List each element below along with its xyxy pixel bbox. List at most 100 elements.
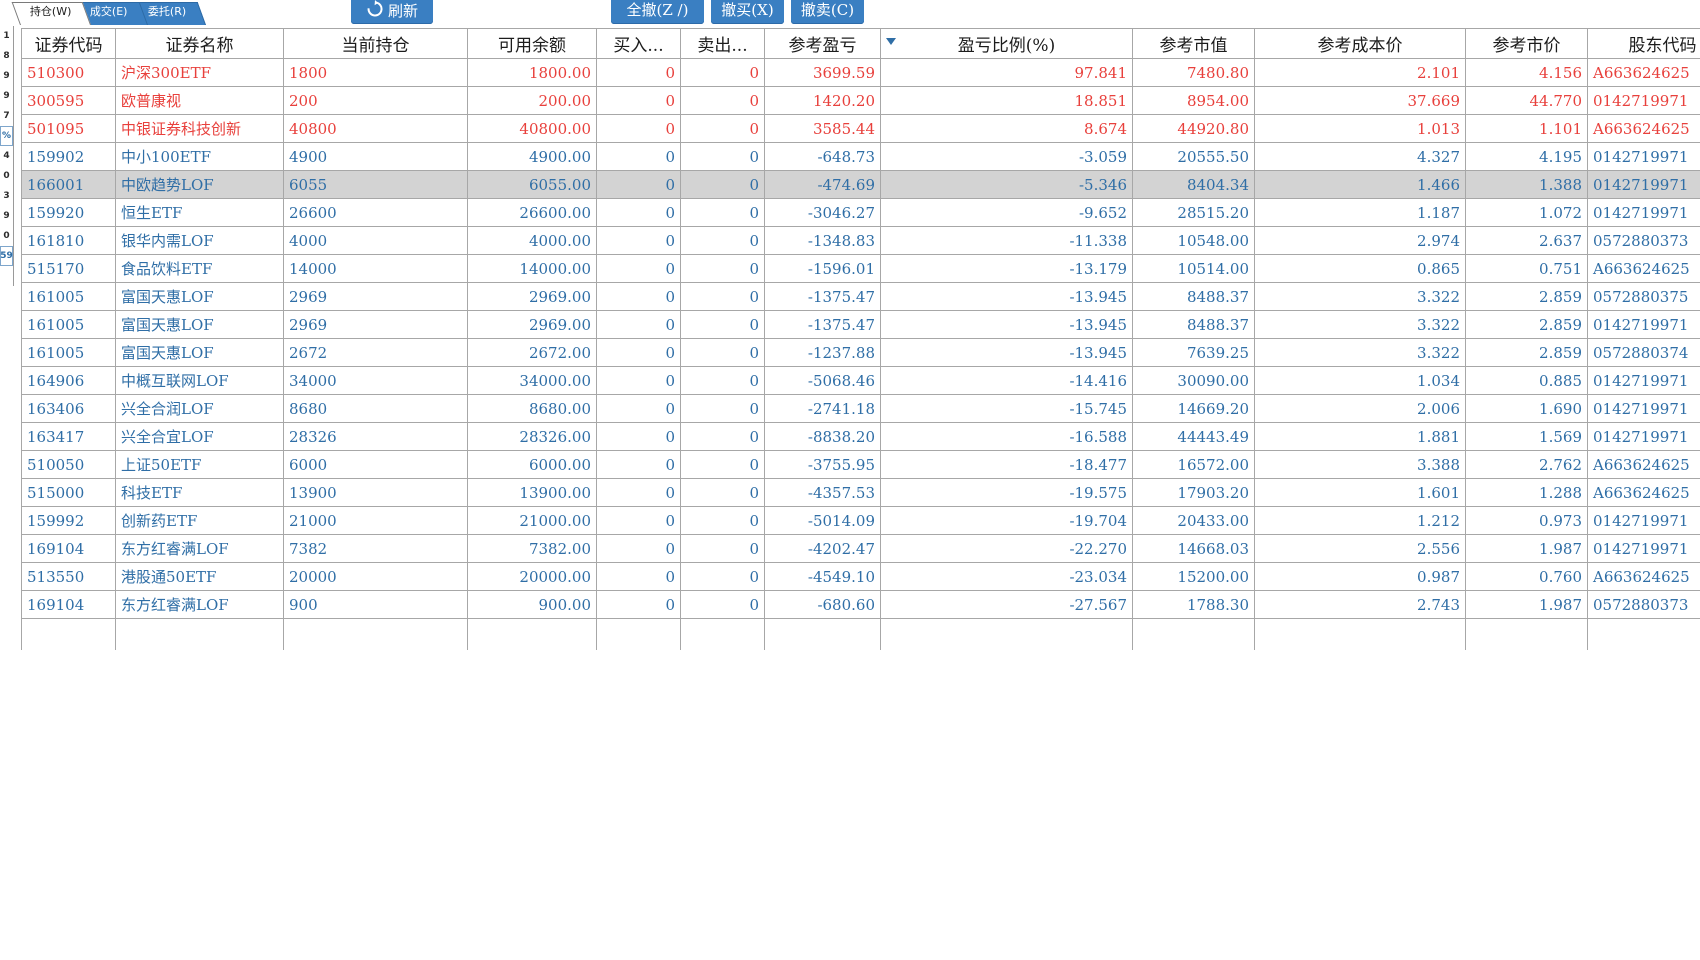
cell-price: 44.770 bbox=[1465, 86, 1588, 115]
cell-mv: 8954.00 bbox=[1132, 86, 1255, 115]
refresh-icon bbox=[366, 0, 384, 24]
col-header-sell[interactable]: 卖出... bbox=[680, 28, 765, 59]
cell-sell: 0 bbox=[680, 366, 765, 395]
table-row[interactable]: 510300 沪深300ETF 1800 1800.00 0 0 3699.59 97.841… bbox=[21, 58, 1700, 87]
cell-name: 科技ETF bbox=[115, 478, 284, 507]
cell-holder: A663624625 bbox=[1587, 254, 1700, 283]
cell-mv: 44443.49 bbox=[1132, 422, 1255, 451]
table-row[interactable]: 164906 中概互联网LOF 34000 34000.00 0 0 -5068.46 -14… bbox=[21, 366, 1700, 395]
cell-price: 0.973 bbox=[1465, 506, 1588, 535]
cell-mv: 28515.20 bbox=[1132, 198, 1255, 227]
cell-hold: 2969 bbox=[283, 282, 468, 311]
cancel-sell-button[interactable]: 撤卖(C) bbox=[791, 0, 864, 24]
empty-cell bbox=[680, 618, 765, 650]
table-row[interactable]: 300595 欧普康视 200 200.00 0 0 1420.20 18.851 8954.0… bbox=[21, 86, 1700, 115]
table-row[interactable]: 166001 中欧趋势LOF 6055 6055.00 0 0 -474.69 -5.346 8… bbox=[21, 170, 1700, 199]
table-row[interactable]: 159920 恒生ETF 26600 26600.00 0 0 -3046.27 -9.652… bbox=[21, 198, 1700, 227]
table-row[interactable]: 161810 银华内需LOF 4000 4000.00 0 0 -1348.83 -11.33… bbox=[21, 226, 1700, 255]
cell-pct: -3.059 bbox=[880, 142, 1133, 171]
col-header-code[interactable]: 证券代码 bbox=[21, 28, 116, 59]
table-row[interactable]: 163417 兴全合宜LOF 28326 28326.00 0 0 -8838.20 -16.… bbox=[21, 422, 1700, 451]
cell-holder: 0142719971 bbox=[1587, 198, 1700, 227]
table-row[interactable]: 510050 上证50ETF 6000 6000.00 0 0 -3755.95 -18.47… bbox=[21, 450, 1700, 479]
cell-cost: 3.322 bbox=[1254, 338, 1466, 367]
table-row[interactable]: 169104 东方红睿满LOF 900 900.00 0 0 -680.60 -27.567 1… bbox=[21, 590, 1700, 619]
strip-cell: 7 bbox=[3, 111, 10, 121]
cell-pct: -9.652 bbox=[880, 198, 1133, 227]
cell-sell: 0 bbox=[680, 394, 765, 423]
cell-buy: 0 bbox=[596, 478, 681, 507]
cell-sell: 0 bbox=[680, 226, 765, 255]
table-row[interactable]: 169104 东方红睿满LOF 7382 7382.00 0 0 -4202.47 -22.2… bbox=[21, 534, 1700, 563]
strip-cell: 3 bbox=[3, 191, 10, 201]
cell-name: 兴全合润LOF bbox=[115, 394, 284, 423]
cell-mv: 10548.00 bbox=[1132, 226, 1255, 255]
cell-code: 163417 bbox=[21, 422, 116, 451]
col-header-market-value[interactable]: 参考市值 bbox=[1132, 28, 1255, 59]
tab-bar: 持仓(W) 成交(E) 委托(R) bbox=[11, 0, 218, 26]
table-row[interactable]: 161005 富国天惠LOF 2969 2969.00 0 0 -1375.47 -13.94… bbox=[21, 282, 1700, 311]
cell-cost: 1.466 bbox=[1254, 170, 1466, 199]
cell-price: 4.156 bbox=[1465, 58, 1588, 87]
cell-pl: -8838.20 bbox=[764, 422, 881, 451]
cell-pl: 1420.20 bbox=[764, 86, 881, 115]
cell-mv: 1788.30 bbox=[1132, 590, 1255, 619]
table-row[interactable]: 159992 创新药ETF 21000 21000.00 0 0 -5014.09 -19.7… bbox=[21, 506, 1700, 535]
strip-cell: % bbox=[0, 126, 13, 146]
cell-price: 2.859 bbox=[1465, 338, 1588, 367]
table-row[interactable]: 159902 中小100ETF 4900 4900.00 0 0 -648.73 -3.059… bbox=[21, 142, 1700, 171]
col-header-available[interactable]: 可用余额 bbox=[467, 28, 597, 59]
tab-holdings[interactable]: 持仓(W) bbox=[11, 2, 92, 25]
cell-price: 4.195 bbox=[1465, 142, 1588, 171]
refresh-button[interactable]: 刷新 bbox=[351, 0, 433, 24]
cell-pct: -11.338 bbox=[880, 226, 1133, 255]
cell-avail: 2969.00 bbox=[467, 282, 597, 311]
col-header-name[interactable]: 证券名称 bbox=[115, 28, 284, 59]
col-header-holder[interactable]: 股东代码 bbox=[1587, 28, 1700, 59]
cell-holder: 0142719971 bbox=[1587, 506, 1700, 535]
cell-sell: 0 bbox=[680, 422, 765, 451]
col-header-pl-ratio[interactable]: 盈亏比例(%) bbox=[880, 28, 1133, 59]
refresh-label: 刷新 bbox=[387, 2, 418, 20]
cell-code: 166001 bbox=[21, 170, 116, 199]
cell-cost: 1.881 bbox=[1254, 422, 1466, 451]
col-header-holding[interactable]: 当前持仓 bbox=[283, 28, 468, 59]
cell-pl: -1375.47 bbox=[764, 310, 881, 339]
cell-pct: -14.416 bbox=[880, 366, 1133, 395]
cell-avail: 20000.00 bbox=[467, 562, 597, 591]
col-header-cost[interactable]: 参考成本价 bbox=[1254, 28, 1466, 59]
cell-holder: 0142719971 bbox=[1587, 86, 1700, 115]
cancel-buy-button[interactable]: 撤买(X) bbox=[711, 0, 784, 24]
cell-pl: -648.73 bbox=[764, 142, 881, 171]
cell-buy: 0 bbox=[596, 366, 681, 395]
col-header-buy[interactable]: 买入... bbox=[596, 28, 681, 59]
cell-avail: 200.00 bbox=[467, 86, 597, 115]
table-row[interactable]: 161005 富国天惠LOF 2969 2969.00 0 0 -1375.47 -13.94… bbox=[21, 310, 1700, 339]
cell-mv: 7480.80 bbox=[1132, 58, 1255, 87]
cell-buy: 0 bbox=[596, 114, 681, 143]
table-row[interactable]: 515170 食品饮料ETF 14000 14000.00 0 0 -1596.01 -13.… bbox=[21, 254, 1700, 283]
cell-hold: 2969 bbox=[283, 310, 468, 339]
cell-holder: 0572880375 bbox=[1587, 282, 1700, 311]
cell-hold: 14000 bbox=[283, 254, 468, 283]
table-row[interactable]: 163406 兴全合润LOF 8680 8680.00 0 0 -2741.18 -15.74… bbox=[21, 394, 1700, 423]
table-row[interactable]: 513550 港股通50ETF 20000 20000.00 0 0 -4549.10 -23… bbox=[21, 562, 1700, 591]
col-header-price[interactable]: 参考市价 bbox=[1465, 28, 1588, 59]
cell-buy: 0 bbox=[596, 254, 681, 283]
cell-pct: -13.179 bbox=[880, 254, 1133, 283]
cell-sell: 0 bbox=[680, 310, 765, 339]
cell-buy: 0 bbox=[596, 198, 681, 227]
cell-price: 0.760 bbox=[1465, 562, 1588, 591]
cell-price: 1.987 bbox=[1465, 534, 1588, 563]
empty-cell bbox=[1254, 618, 1466, 650]
cell-cost: 1.212 bbox=[1254, 506, 1466, 535]
cell-avail: 13900.00 bbox=[467, 478, 597, 507]
table-row[interactable]: 161005 富国天惠LOF 2672 2672.00 0 0 -1237.88 -13.94… bbox=[21, 338, 1700, 367]
cell-name: 上证50ETF bbox=[115, 450, 284, 479]
cell-mv: 14668.03 bbox=[1132, 534, 1255, 563]
empty-cell bbox=[880, 618, 1133, 650]
col-header-pl[interactable]: 参考盈亏 bbox=[764, 28, 881, 59]
table-row[interactable]: 515000 科技ETF 13900 13900.00 0 0 -4357.53 -19.57… bbox=[21, 478, 1700, 507]
cancel-all-button[interactable]: 全撤(Z /) bbox=[611, 0, 704, 24]
table-row[interactable]: 501095 中银证券科技创新 40800 40800.00 0 0 3585.44 8.67… bbox=[21, 114, 1700, 143]
